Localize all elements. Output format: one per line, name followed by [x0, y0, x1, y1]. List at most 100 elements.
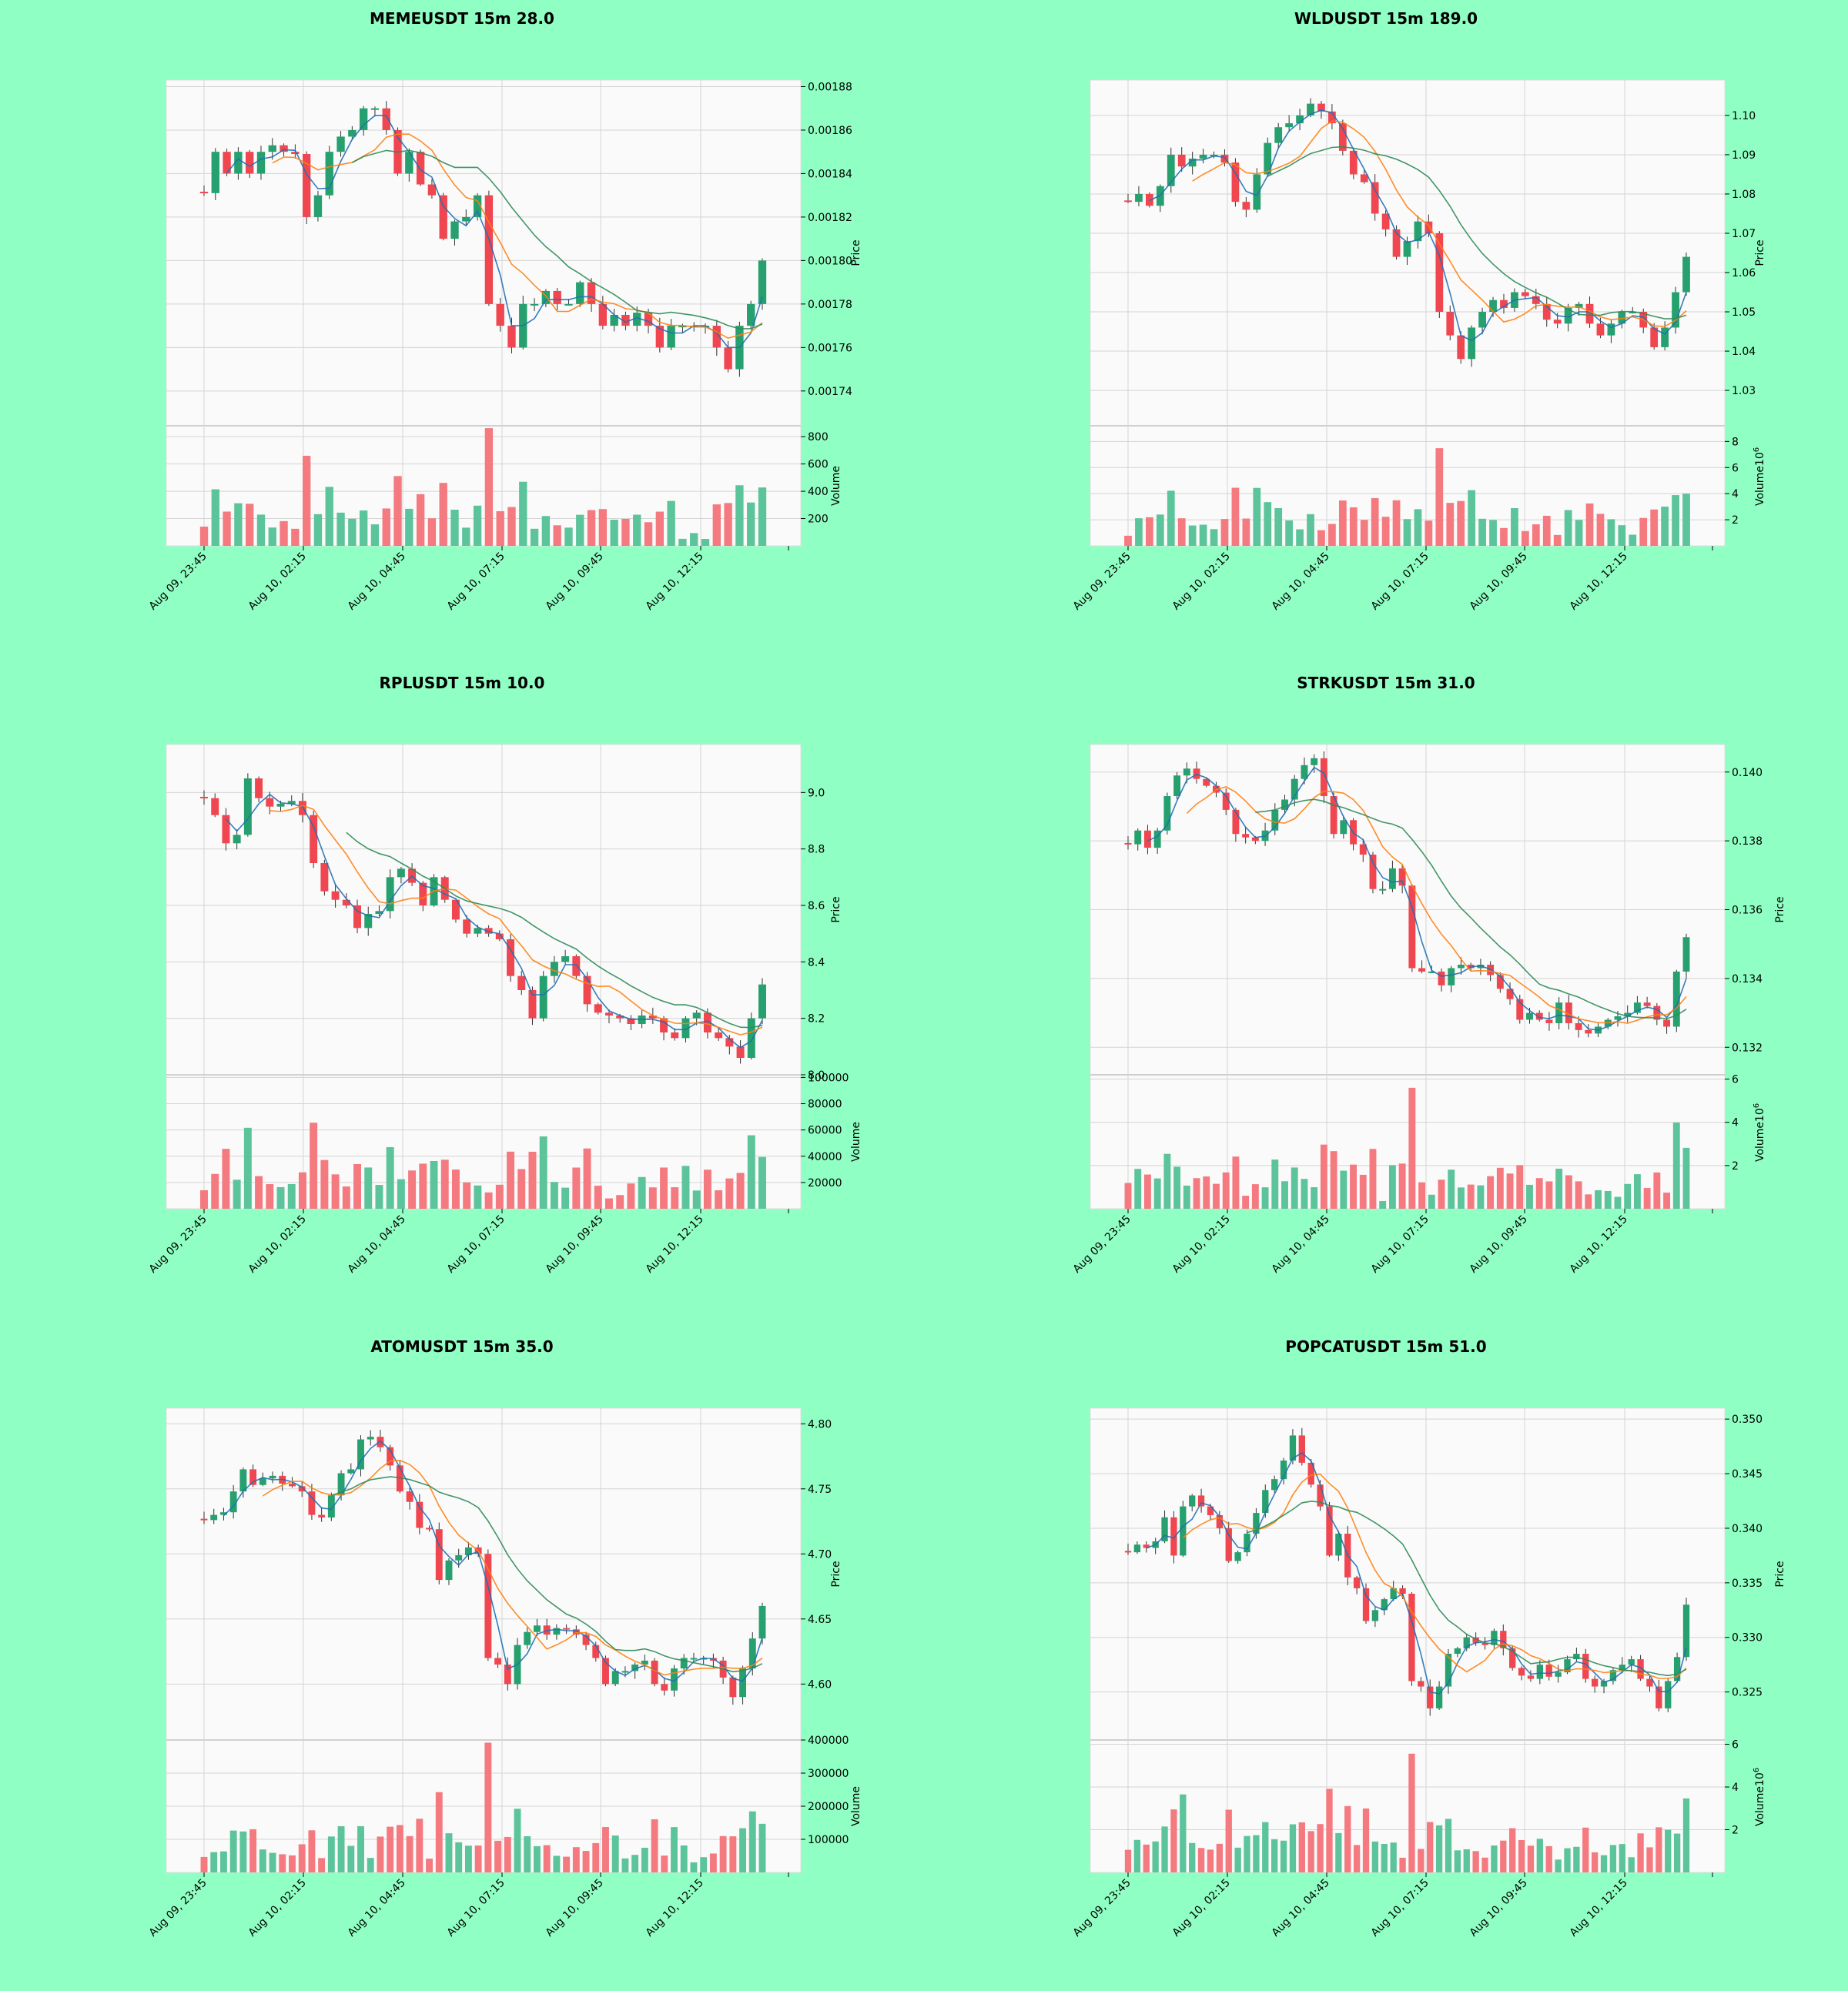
price-tick-label: 0.138 [1732, 835, 1763, 848]
volume-bar [1545, 1845, 1552, 1872]
x-tick-label: Aug 10, 09:45 [544, 550, 606, 613]
volume-bar [405, 508, 413, 546]
price-tick-label: 4.70 [808, 1548, 832, 1561]
chart-title: STRKUSDT 15m 31.0 [1297, 674, 1475, 692]
volume-tick-label: 20000 [808, 1177, 842, 1190]
candle-body [1220, 154, 1229, 163]
volume-bar [1457, 500, 1465, 546]
x-tick-label: Aug 09, 23:45 [1071, 550, 1133, 613]
volume-exponent-label: 106 [1753, 1768, 1766, 1786]
candle-body [1506, 989, 1514, 999]
x-tick-label: Aug 10, 12:15 [1568, 1877, 1630, 1939]
volume-bar [534, 1845, 541, 1872]
volume-tick-label: 60000 [808, 1125, 842, 1137]
volume-bar [1446, 503, 1455, 546]
candle-body [239, 1469, 247, 1492]
candle-body [1618, 312, 1626, 324]
candle-body [605, 1012, 613, 1016]
candle-body [572, 956, 581, 976]
candle-body [1435, 233, 1444, 313]
volume-bar [1274, 507, 1283, 546]
volume-bar [1153, 1178, 1161, 1209]
candle-body [1338, 123, 1347, 151]
candle-body [1274, 127, 1283, 143]
volume-bar [474, 1845, 482, 1872]
candle-body [287, 801, 296, 804]
price-tick-label: 4.80 [808, 1418, 832, 1431]
x-tick-label: Aug 10, 07:15 [445, 1877, 507, 1939]
volume-bar [701, 539, 710, 546]
volume-bar [1399, 1857, 1406, 1872]
candle-body [534, 1625, 541, 1632]
candle-body [484, 195, 494, 304]
volume-bar [1251, 1184, 1259, 1209]
volume-bar [651, 1819, 658, 1872]
candle-body [1124, 1551, 1132, 1553]
candle-body [1307, 103, 1314, 115]
volume-bar [347, 1845, 355, 1872]
candle-body [678, 326, 687, 328]
x-tick-label: Aug 10, 09:45 [544, 1213, 606, 1276]
volume-tick-label: 4 [1732, 488, 1739, 500]
volume-bar [239, 1831, 247, 1872]
volume-bar [692, 1190, 701, 1209]
volume-bar [660, 1167, 668, 1209]
chart-panel-6: POPCATUSDT 15m 51.0 Aug 09, 23:45 Aug 10, … [1071, 1337, 1786, 1939]
volume-bar [268, 527, 276, 546]
volume-tick-label: 200000 [808, 1801, 849, 1813]
candle-body [553, 290, 561, 304]
price-tick-label: 0.345 [1732, 1468, 1763, 1481]
candle-body [1296, 115, 1304, 124]
x-tick-label: Aug 10, 04:45 [1270, 1213, 1332, 1276]
price-tick-label: 1.08 [1732, 189, 1756, 201]
price-axis-label: Price [830, 896, 842, 922]
volume-bar [724, 503, 732, 546]
volume-bar [353, 1163, 361, 1209]
candle-body [1234, 1552, 1241, 1561]
candle-body [1398, 868, 1406, 886]
volume-bar [1173, 1166, 1181, 1209]
volume-bar [223, 511, 231, 546]
volume-bar [1320, 1144, 1327, 1209]
volume-bar [1242, 1196, 1250, 1209]
volume-bar [1521, 530, 1529, 546]
volume-bar [419, 1163, 427, 1209]
candle-body [1643, 1002, 1651, 1006]
candle-body [347, 1469, 355, 1474]
volume-bar [678, 538, 687, 546]
volume-bar [715, 1190, 723, 1209]
candle-body [667, 326, 675, 348]
volume-bar [1262, 1822, 1269, 1872]
volume-bar [451, 1170, 460, 1209]
volume-bar [1448, 1170, 1455, 1209]
volume-bar [279, 1854, 286, 1872]
volume-axis-label: Volume [1754, 466, 1766, 506]
volume-tick-label: 6 [1732, 1739, 1739, 1752]
candle-body [1173, 775, 1181, 797]
candle-body [1285, 123, 1294, 128]
candle-body [1291, 778, 1298, 800]
volume-axis-label: Volume [830, 466, 842, 506]
volume-bar [1359, 1174, 1367, 1209]
volume-bar [1143, 1844, 1150, 1872]
candle-body [1311, 758, 1318, 765]
candle-body [1457, 335, 1465, 360]
volume-bar [1326, 1789, 1333, 1872]
volume-bar [1307, 514, 1314, 546]
volume-bars [1124, 1087, 1690, 1209]
x-tick-label: Aug 10, 12:15 [1568, 550, 1630, 613]
candle-body [1672, 292, 1679, 328]
volume-bar [1564, 510, 1572, 546]
candle-body [621, 314, 630, 326]
volume-tick-label: 300000 [808, 1768, 849, 1780]
price-axis-label: Price [850, 239, 862, 266]
volume-bar [370, 524, 380, 546]
ma-line-medium [1186, 786, 1687, 1024]
ma-line-short [225, 793, 763, 1049]
volume-bar [1207, 1849, 1214, 1872]
candle-body [1197, 1495, 1205, 1507]
volume-tick-label: 80000 [808, 1099, 842, 1111]
candle-body [1251, 837, 1259, 842]
candle-body [1124, 842, 1132, 845]
candle-body [1545, 1019, 1553, 1023]
